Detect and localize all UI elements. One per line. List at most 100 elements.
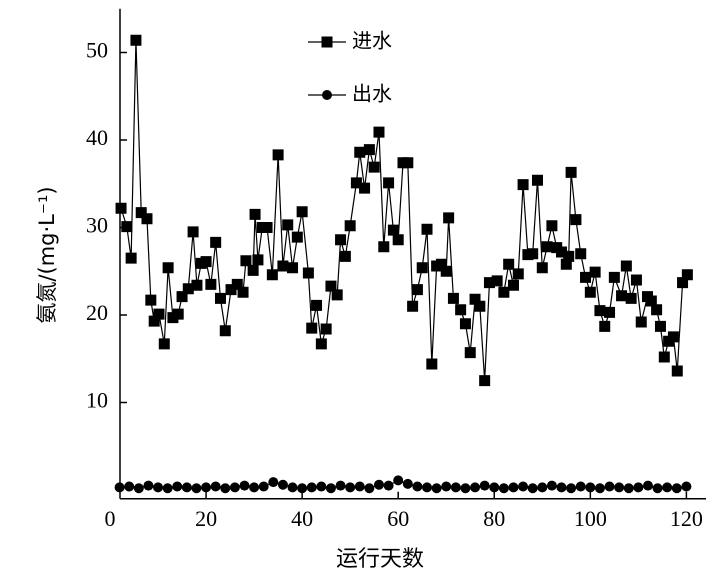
data-point — [277, 479, 288, 490]
data-point — [141, 213, 153, 225]
data-point — [580, 271, 592, 283]
data-point — [464, 347, 476, 359]
legend-label: 出水 — [352, 82, 392, 106]
data-point — [125, 252, 137, 264]
data-point — [344, 220, 356, 232]
data-point — [162, 483, 173, 494]
data-point — [654, 320, 666, 332]
data-point — [563, 250, 575, 262]
data-point — [191, 279, 203, 291]
data-point — [359, 182, 371, 194]
data-point — [350, 177, 362, 189]
data-point — [320, 323, 332, 335]
data-point — [447, 292, 459, 304]
data-point — [402, 157, 414, 169]
y-axis-label: 氨氮/(mg·L⁻¹) — [35, 186, 59, 323]
data-point — [291, 231, 303, 243]
data-point — [252, 254, 264, 266]
data-point — [450, 482, 461, 493]
data-point — [556, 246, 568, 258]
data-point — [645, 295, 657, 307]
data-point — [541, 241, 553, 253]
data-point — [635, 316, 647, 328]
data-point — [489, 482, 500, 493]
data-point — [507, 279, 519, 291]
data-point — [220, 483, 231, 494]
data-point — [455, 304, 467, 316]
data-point — [287, 262, 299, 274]
data-point — [383, 177, 395, 189]
data-point — [652, 483, 663, 494]
data-point — [145, 294, 157, 306]
data-point — [531, 174, 543, 186]
data-point — [153, 482, 164, 493]
data-point — [201, 482, 212, 493]
data-point — [623, 483, 634, 494]
data-point — [373, 126, 385, 138]
data-point — [277, 260, 289, 272]
data-point — [560, 258, 572, 270]
data-point — [435, 258, 447, 270]
data-point — [498, 286, 510, 298]
data-point — [296, 206, 308, 218]
data-point — [585, 482, 596, 493]
data-point — [302, 267, 314, 279]
x-axis-label: 运行天数 — [336, 547, 424, 572]
data-point — [364, 483, 375, 494]
data-point — [441, 481, 452, 492]
data-point — [527, 248, 539, 260]
data-point — [249, 208, 261, 220]
data-point — [546, 480, 557, 491]
data-point — [614, 482, 625, 493]
x-tick-label: 100 — [574, 506, 607, 531]
data-point — [114, 482, 125, 493]
data-point — [153, 308, 165, 320]
data-point — [537, 482, 548, 493]
data-point — [182, 283, 194, 295]
data-point — [459, 318, 471, 330]
data-point — [416, 262, 428, 274]
data-point — [575, 481, 586, 492]
data-point — [135, 207, 147, 219]
data-point — [214, 292, 226, 304]
data-point — [407, 300, 419, 312]
data-point — [421, 223, 433, 235]
data-point — [297, 483, 308, 494]
data-point — [443, 212, 455, 224]
data-point — [176, 291, 188, 303]
data-point — [565, 166, 577, 178]
data-point — [642, 480, 653, 491]
data-point — [282, 219, 294, 231]
legend-label: 进水 — [352, 29, 392, 53]
data-point — [681, 481, 692, 492]
data-point — [311, 299, 323, 311]
data-point — [474, 300, 486, 312]
data-point — [133, 483, 144, 494]
legend-marker — [321, 36, 333, 48]
data-point — [470, 482, 481, 493]
data-point — [383, 480, 394, 491]
data-point — [287, 482, 298, 493]
data-point — [625, 292, 637, 304]
data-point — [325, 280, 337, 292]
data-point — [677, 277, 689, 289]
data-point — [148, 315, 160, 327]
data-point — [130, 34, 142, 46]
data-point — [422, 482, 433, 493]
data-point — [662, 482, 673, 493]
data-point — [316, 481, 327, 492]
data-point — [671, 483, 682, 494]
data-point — [599, 320, 611, 332]
data-point — [658, 351, 670, 363]
data-point — [200, 256, 212, 268]
data-point — [225, 284, 237, 296]
data-point — [249, 482, 260, 493]
legend-marker — [322, 90, 332, 100]
data-point — [426, 358, 438, 370]
data-point — [373, 479, 384, 490]
data-point — [667, 331, 679, 343]
data-point — [546, 220, 558, 232]
data-point — [651, 304, 663, 316]
data-point — [483, 277, 495, 289]
data-point — [331, 289, 343, 301]
